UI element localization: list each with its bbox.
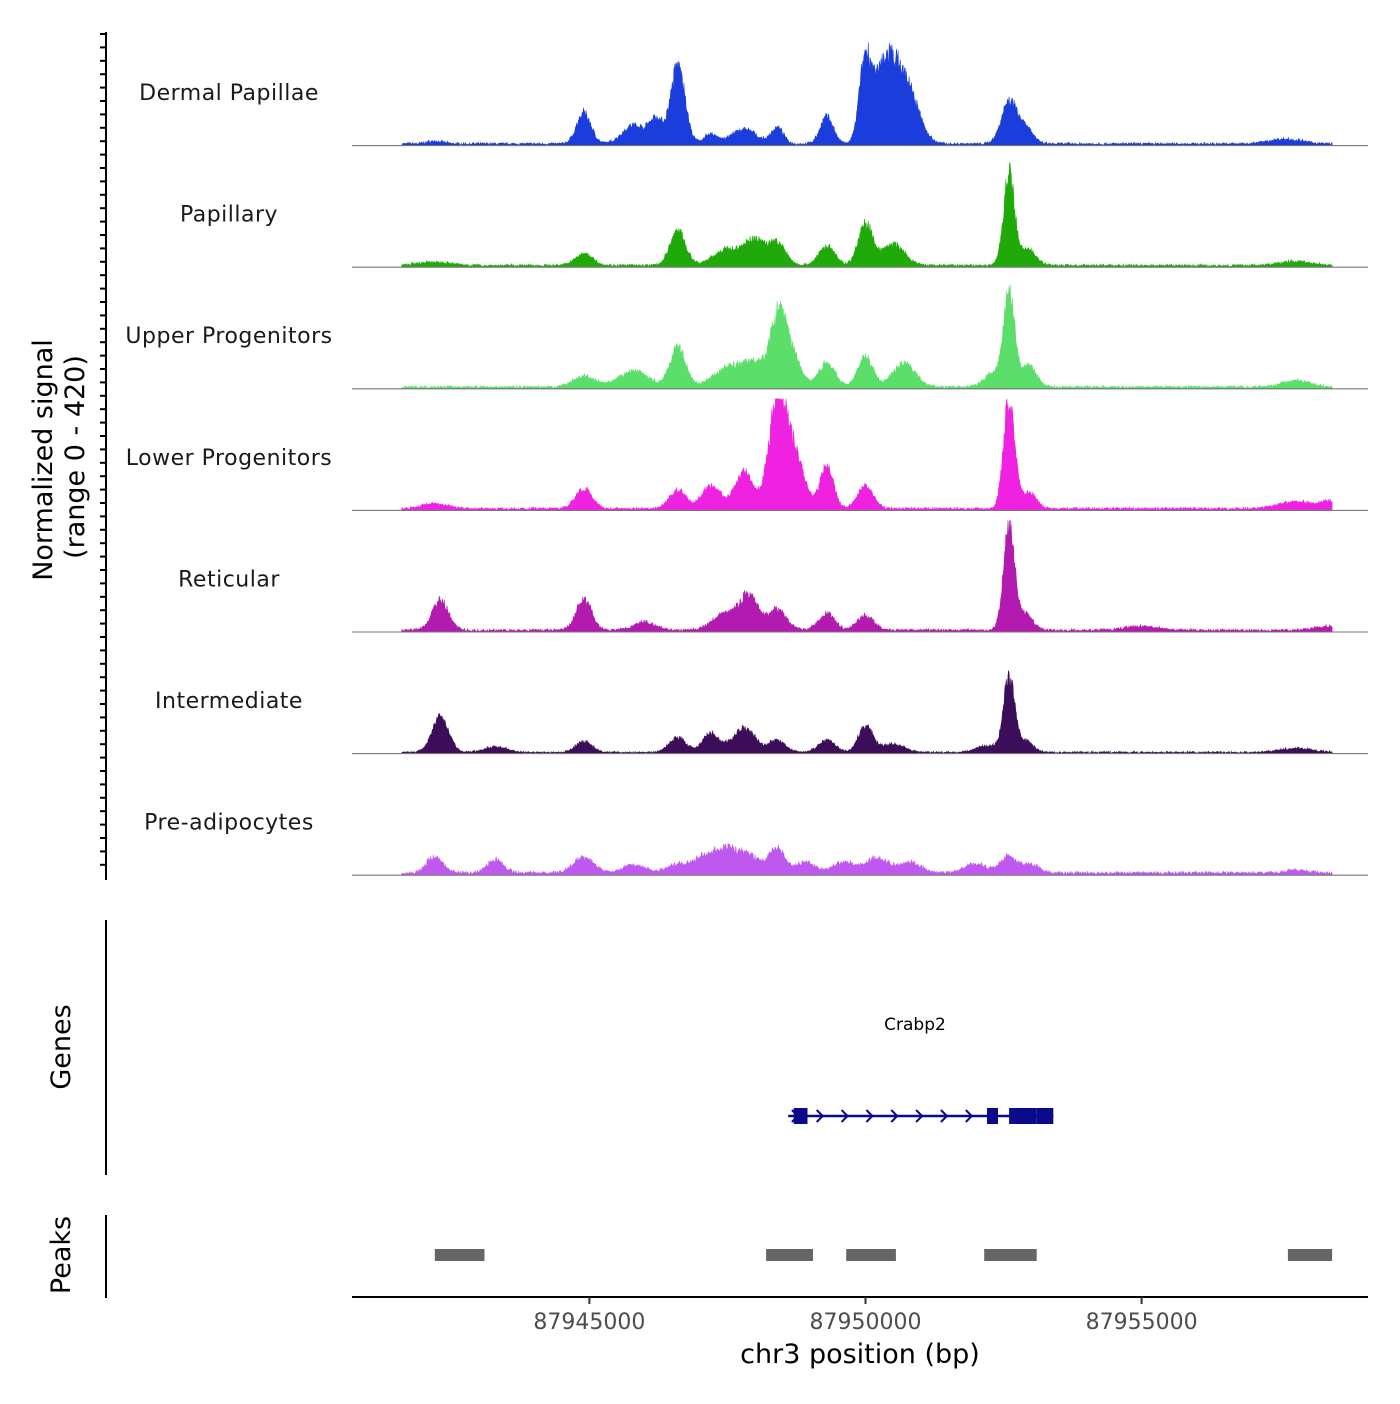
track-signal-area <box>401 42 1333 147</box>
track-label: Intermediate <box>155 689 303 714</box>
track-label: Lower Progenitors <box>126 446 332 471</box>
gene-exon <box>1036 1108 1054 1124</box>
peaks-panel-title: Peaks <box>46 1216 77 1294</box>
track-upper-progenitors: Upper Progenitors <box>125 284 1368 390</box>
track-signal-area <box>401 670 1333 755</box>
track-signal-area <box>401 161 1333 268</box>
track-lower-progenitors: Lower Progenitors <box>126 398 1368 512</box>
genes-panel-title: Genes <box>46 1004 77 1089</box>
strand-arrow <box>890 1109 899 1123</box>
track-signal-area <box>401 284 1333 390</box>
strand-arrow <box>940 1109 949 1123</box>
gene-exon <box>987 1108 998 1124</box>
track-label: Pre-adipocytes <box>144 811 314 836</box>
x-axis-tick-label: 87945000 <box>533 1310 645 1335</box>
track-signal-area <box>401 398 1333 512</box>
track-signal-area <box>401 843 1333 876</box>
track-pre-adipocytes: Pre-adipocytes <box>144 811 1368 876</box>
strand-arrow <box>865 1109 874 1123</box>
signal-tracks: Dermal Papillae Papillary Upper Progenitor… <box>125 42 1368 876</box>
track-label: Dermal Papillae <box>139 81 319 106</box>
strand-arrow <box>840 1109 849 1123</box>
track-label: Papillary <box>180 203 278 228</box>
x-axis-tick-label: 87950000 <box>810 1310 922 1335</box>
strand-arrow <box>915 1109 924 1123</box>
peak-region <box>1287 1249 1333 1261</box>
peak-region <box>766 1249 813 1261</box>
x-axis: 87945000 87950000 87955000 <box>352 1296 1368 1335</box>
strand-arrow <box>965 1109 974 1123</box>
peak-track <box>434 1249 1333 1261</box>
track-reticular: Reticular <box>178 520 1368 633</box>
x-axis-title: chr3 position (bp) <box>740 1339 980 1370</box>
signal-y-axis <box>100 32 107 880</box>
track-label: Reticular <box>178 567 280 592</box>
y-axis-title: Normalized signal <box>28 339 59 581</box>
track-dermal-papillae: Dermal Papillae <box>139 42 1368 147</box>
peak-region <box>984 1249 1037 1261</box>
track-signal-area <box>401 520 1333 633</box>
track-papillary: Papillary <box>180 161 1368 268</box>
track-label: Upper Progenitors <box>125 324 332 349</box>
x-axis-tick-label: 87955000 <box>1086 1310 1198 1335</box>
gene-track: Crabp2 <box>788 1015 1054 1124</box>
gene-name-label: Crabp2 <box>884 1015 946 1035</box>
peak-region <box>846 1249 896 1261</box>
y-axis-range-label: (range 0 - 420) <box>60 355 91 559</box>
gene-exon <box>793 1108 808 1124</box>
track-intermediate: Intermediate <box>155 670 1368 755</box>
peak-region <box>434 1249 485 1261</box>
strand-arrow <box>815 1109 825 1123</box>
gene-exon <box>1009 1108 1037 1124</box>
